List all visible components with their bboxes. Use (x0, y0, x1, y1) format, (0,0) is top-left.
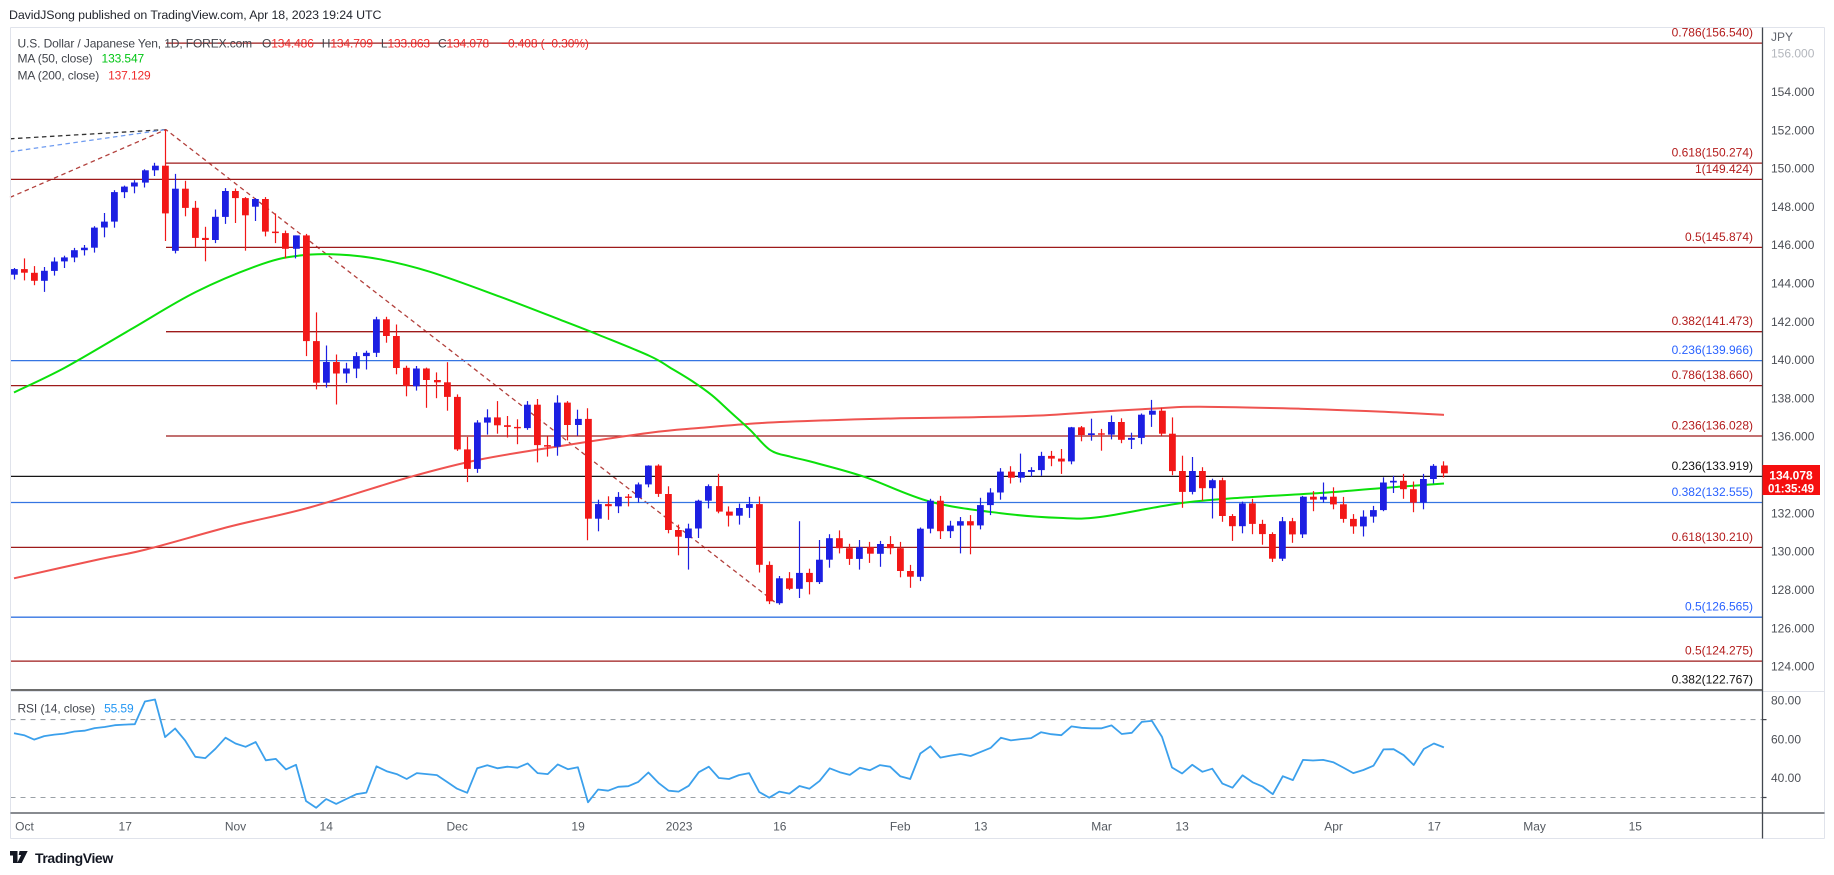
svg-text:146.000: 146.000 (1771, 238, 1815, 252)
svg-text:138.000: 138.000 (1771, 391, 1815, 405)
svg-text:Mar: Mar (1091, 820, 1112, 834)
svg-text:0.236(136.028): 0.236(136.028) (1672, 418, 1753, 432)
svg-text:13: 13 (1175, 820, 1189, 834)
svg-text:Apr: Apr (1324, 820, 1343, 834)
svg-text:17: 17 (119, 820, 133, 834)
svg-text:0.382(132.555): 0.382(132.555) (1672, 485, 1753, 499)
svg-text:40.00: 40.00 (1771, 771, 1801, 785)
svg-text:0.382(122.767): 0.382(122.767) (1672, 672, 1753, 686)
svg-text:128.000: 128.000 (1771, 583, 1815, 597)
svg-text:U.S. Dollar / Japanese Yen, 1D: U.S. Dollar / Japanese Yen, 1D, FOREX.co… (18, 36, 589, 50)
svg-text:154.000: 154.000 (1771, 85, 1815, 99)
svg-text:140.000: 140.000 (1771, 353, 1815, 367)
svg-text:MA (50, close)133.547: MA (50, close) 133.547 (18, 52, 145, 66)
svg-text:60.00: 60.00 (1771, 732, 1801, 746)
svg-text:130.000: 130.000 (1771, 545, 1815, 559)
svg-text:142.000: 142.000 (1771, 315, 1815, 329)
svg-text:2023: 2023 (666, 820, 693, 834)
svg-text:19: 19 (571, 820, 585, 834)
svg-text:126.000: 126.000 (1771, 621, 1815, 635)
svg-text:148.000: 148.000 (1771, 200, 1815, 214)
svg-text:Dec: Dec (447, 820, 468, 834)
svg-text:156.000: 156.000 (1771, 47, 1815, 61)
svg-text:TradingView: TradingView (35, 850, 113, 866)
svg-text:0.236(133.919): 0.236(133.919) (1672, 459, 1753, 473)
svg-text:MA (200, close)137.129: MA (200, close) 137.129 (18, 69, 152, 83)
svg-text:124.000: 124.000 (1771, 660, 1815, 674)
svg-text:0.618(150.274): 0.618(150.274) (1672, 146, 1753, 160)
svg-text:13: 13 (974, 820, 988, 834)
svg-text:Nov: Nov (225, 820, 246, 834)
svg-text:132.000: 132.000 (1771, 506, 1815, 520)
svg-text:152.000: 152.000 (1771, 123, 1815, 137)
svg-text:0.382(141.473): 0.382(141.473) (1672, 314, 1753, 328)
svg-text:DavidJSong published on Tradin: DavidJSong published on TradingView.com,… (9, 8, 381, 22)
svg-text:Oct: Oct (15, 820, 34, 834)
svg-text:136.000: 136.000 (1771, 430, 1815, 444)
svg-text:80.00: 80.00 (1771, 693, 1801, 707)
svg-text:1(149.424): 1(149.424) (1695, 162, 1753, 176)
svg-text:14: 14 (320, 820, 334, 834)
svg-text:17: 17 (1428, 820, 1442, 834)
svg-text:RSI (14, close)55.59: RSI (14, close) 55.59 (18, 702, 134, 716)
svg-text:0.5(145.874): 0.5(145.874) (1685, 230, 1753, 244)
svg-text:0.786(138.660): 0.786(138.660) (1672, 368, 1753, 382)
svg-text:134.078: 134.078 (1769, 469, 1813, 483)
svg-text:0.5(124.275): 0.5(124.275) (1685, 644, 1753, 658)
svg-text:0.5(126.565): 0.5(126.565) (1685, 600, 1753, 614)
svg-text:0.618(130.210): 0.618(130.210) (1672, 530, 1753, 544)
svg-text:0.236(139.966): 0.236(139.966) (1672, 343, 1753, 357)
svg-text:15: 15 (1629, 820, 1643, 834)
svg-text:150.000: 150.000 (1771, 162, 1815, 176)
svg-text:01:35:49: 01:35:49 (1768, 484, 1814, 496)
svg-text:May: May (1523, 820, 1546, 834)
svg-text:0.786(156.540): 0.786(156.540) (1672, 26, 1753, 40)
svg-text:144.000: 144.000 (1771, 277, 1815, 291)
svg-text:JPY: JPY (1771, 30, 1793, 44)
svg-text:Feb: Feb (890, 820, 911, 834)
svg-text:16: 16 (773, 820, 787, 834)
